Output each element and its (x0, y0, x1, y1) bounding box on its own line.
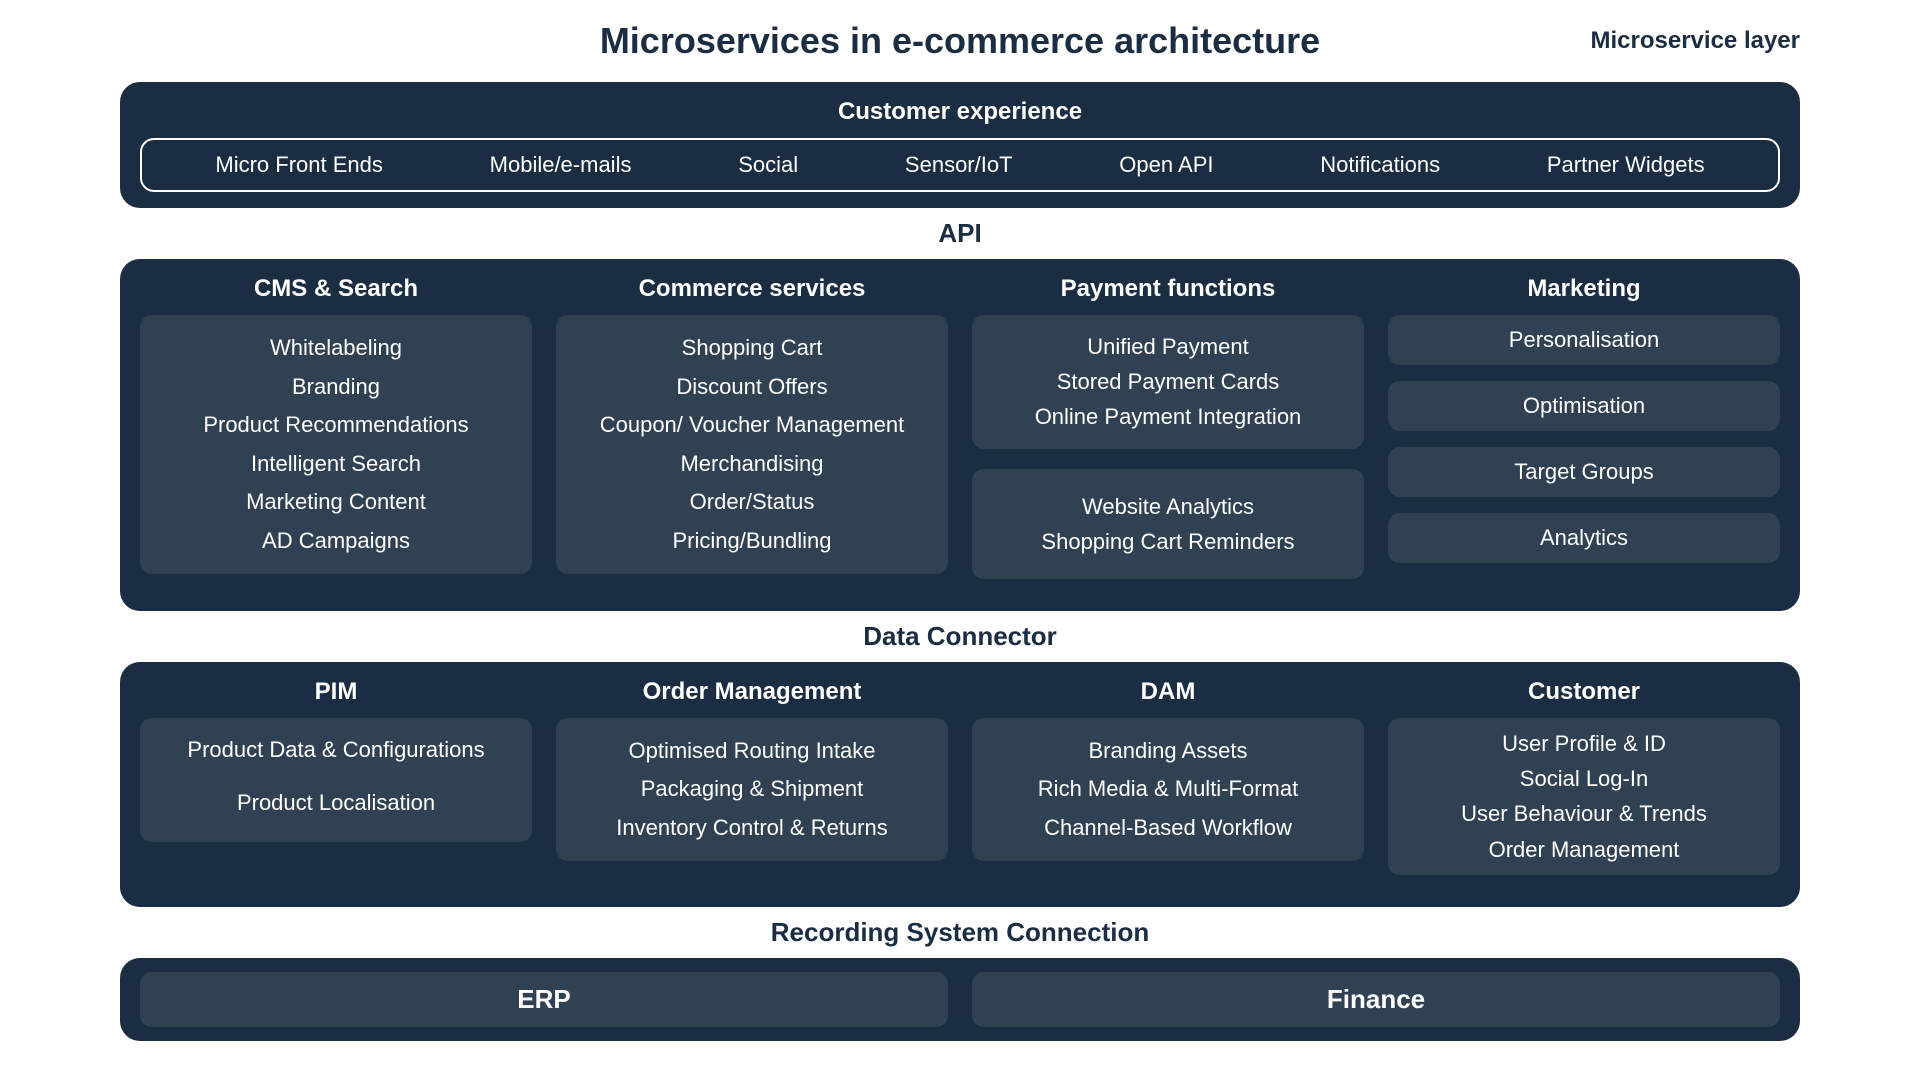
api-columns: CMS & Search Whitelabeling Branding Prod… (140, 275, 1780, 595)
box-item: Personalisation (1398, 327, 1770, 353)
box-item: Order Management (1398, 832, 1770, 867)
api-box: Unified Payment Stored Payment Cards Onl… (972, 315, 1364, 449)
box-item: Order/Status (566, 483, 938, 522)
box-item: Merchandising (566, 445, 938, 484)
box-item: Rich Media & Multi-Format (982, 770, 1354, 809)
box-item: Unified Payment (982, 329, 1354, 364)
column-header: Customer (1388, 678, 1780, 706)
api-box: Whitelabeling Branding Product Recommend… (140, 315, 532, 574)
data-connector-panel: PIM Product Data & Configurations Produc… (120, 662, 1800, 907)
box-item: Branding Assets (982, 732, 1354, 771)
recording-box-finance: Finance (972, 972, 1780, 1027)
api-label: API (120, 218, 1800, 249)
ce-item: Sensor/IoT (905, 152, 1013, 178)
box-item: Product Data & Configurations (150, 732, 522, 767)
box-item: Discount Offers (566, 368, 938, 407)
box-item: Optimised Routing Intake (566, 732, 938, 771)
box-item: Shopping Cart (566, 329, 938, 368)
column-header: Marketing (1388, 275, 1780, 303)
ce-item: Mobile/e-mails (490, 152, 632, 178)
recording-panel: ERP Finance (120, 958, 1800, 1041)
api-box: Optimisation (1388, 381, 1780, 431)
customer-experience-row: Micro Front Ends Mobile/e-mails Social S… (140, 138, 1780, 192)
box-item: Channel-Based Workflow (982, 809, 1354, 848)
box-item: Intelligent Search (150, 445, 522, 484)
column-header: Order Management (556, 678, 948, 706)
dc-column-customer: Customer User Profile & ID Social Log-In… (1388, 678, 1780, 891)
api-column-commerce: Commerce services Shopping Cart Discount… (556, 275, 948, 595)
api-box: Target Groups (1388, 447, 1780, 497)
api-column-cms: CMS & Search Whitelabeling Branding Prod… (140, 275, 532, 595)
page-title: Microservices in e-commerce architecture (600, 20, 1320, 62)
page-subtitle: Microservice layer (1591, 27, 1800, 55)
box-item: Online Payment Integration (982, 399, 1354, 434)
box-item: Website Analytics (982, 489, 1354, 524)
dc-column-pim: PIM Product Data & Configurations Produc… (140, 678, 532, 891)
box-item: Pricing/Bundling (566, 522, 938, 561)
customer-experience-panel: Customer experience Micro Front Ends Mob… (120, 82, 1800, 208)
recording-label: Recording System Connection (120, 917, 1800, 948)
box-item: Marketing Content (150, 483, 522, 522)
dc-column-order: Order Management Optimised Routing Intak… (556, 678, 948, 891)
box-item: AD Campaigns (150, 522, 522, 561)
box-item: Stored Payment Cards (982, 364, 1354, 399)
box-item: Optimisation (1398, 393, 1770, 419)
dc-columns: PIM Product Data & Configurations Produc… (140, 678, 1780, 891)
api-box: Website Analytics Shopping Cart Reminder… (972, 469, 1364, 579)
ce-item: Micro Front Ends (215, 152, 383, 178)
recording-box-erp: ERP (140, 972, 948, 1027)
column-header: CMS & Search (140, 275, 532, 303)
dc-box: Branding Assets Rich Media & Multi-Forma… (972, 718, 1364, 862)
box-item: Inventory Control & Returns (566, 809, 938, 848)
api-box: Shopping Cart Discount Offers Coupon/ Vo… (556, 315, 948, 574)
box-item: Whitelabeling (150, 329, 522, 368)
column-header: Payment functions (972, 275, 1364, 303)
box-item: User Behaviour & Trends (1398, 796, 1770, 831)
box-item: Packaging & Shipment (566, 770, 938, 809)
customer-experience-title: Customer experience (140, 98, 1780, 126)
box-item: Product Recommendations (150, 406, 522, 445)
box-item: Target Groups (1398, 459, 1770, 485)
ce-item: Partner Widgets (1547, 152, 1705, 178)
ce-item: Notifications (1320, 152, 1440, 178)
column-header: DAM (972, 678, 1364, 706)
box-item: Branding (150, 368, 522, 407)
box-item: Analytics (1398, 525, 1770, 551)
data-connector-label: Data Connector (120, 621, 1800, 652)
header-row: Microservices in e-commerce architecture… (120, 20, 1800, 62)
dc-box: Optimised Routing Intake Packaging & Shi… (556, 718, 948, 862)
dc-box: User Profile & ID Social Log-In User Beh… (1388, 718, 1780, 875)
ce-item: Social (738, 152, 798, 178)
api-column-marketing: Marketing Personalisation Optimisation T… (1388, 275, 1780, 595)
box-item: Coupon/ Voucher Management (566, 406, 938, 445)
box-item: Shopping Cart Reminders (982, 524, 1354, 559)
column-header: PIM (140, 678, 532, 706)
box-item: User Profile & ID (1398, 726, 1770, 761)
spacer (150, 767, 522, 785)
api-box: Analytics (1388, 513, 1780, 563)
dc-box: Product Data & Configurations Product Lo… (140, 718, 532, 842)
box-item: Social Log-In (1398, 761, 1770, 796)
api-panel: CMS & Search Whitelabeling Branding Prod… (120, 259, 1800, 611)
column-header: Commerce services (556, 275, 948, 303)
ce-item: Open API (1119, 152, 1213, 178)
api-box: Personalisation (1388, 315, 1780, 365)
box-item: Product Localisation (150, 785, 522, 820)
recording-columns: ERP Finance (140, 972, 1780, 1027)
api-column-payment: Payment functions Unified Payment Stored… (972, 275, 1364, 595)
dc-column-dam: DAM Branding Assets Rich Media & Multi-F… (972, 678, 1364, 891)
